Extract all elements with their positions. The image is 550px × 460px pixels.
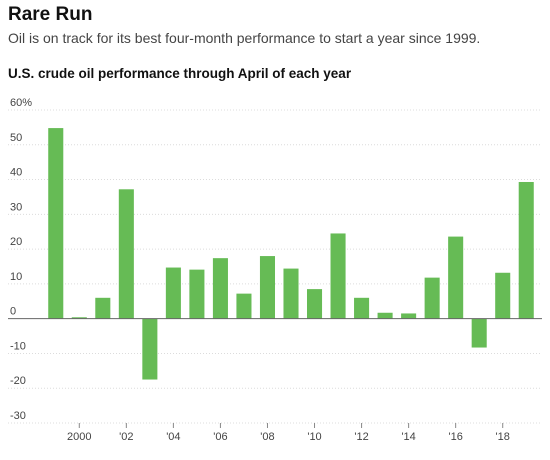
x-tick-label: '08 [260, 431, 274, 443]
chart-subtitle: Oil is on track for its best four-month … [8, 30, 481, 46]
y-axis-ticks: 60% 50 40 30 20 10 0 -10 -20 -30 [10, 97, 32, 422]
x-tick-label: 2000 [67, 431, 91, 443]
bar-2019 [518, 181, 534, 319]
bar-2006 [212, 258, 228, 319]
x-tick-label: '06 [213, 431, 227, 443]
bar-1999 [48, 128, 64, 319]
x-tick-label: '18 [496, 431, 510, 443]
y-tick-label: 0 [10, 306, 16, 318]
bar-2005 [189, 269, 205, 319]
bar-2015 [424, 277, 440, 319]
y-tick-label: 10 [10, 271, 22, 283]
bar-2009 [283, 268, 299, 319]
bar-2018 [495, 272, 511, 319]
y-tick-label: -20 [10, 375, 26, 387]
bar-2007 [236, 293, 252, 319]
bar-2016 [448, 236, 464, 319]
x-axis-ticks: 2000 '02 '04 '06 '08 '10 '12 '14 '16 '18 [67, 423, 510, 443]
x-tick-label: '10 [307, 431, 321, 443]
y-tick-label: 60% [10, 97, 32, 109]
bar-2003 [142, 318, 158, 380]
x-tick-label: '14 [401, 431, 415, 443]
bar-2002 [118, 189, 134, 319]
x-tick-label: '04 [166, 431, 180, 443]
chart-heading: U.S. crude oil performance through April… [8, 66, 352, 81]
bar-2008 [259, 256, 276, 319]
x-tick-label: '12 [354, 431, 368, 443]
x-tick-label: '16 [448, 431, 462, 443]
bar-2012 [354, 297, 370, 319]
bar-2017 [471, 318, 487, 348]
bar-2001 [95, 297, 111, 319]
y-tick-label: -10 [10, 340, 26, 352]
y-tick-label: 20 [10, 236, 22, 248]
y-tick-label: 30 [10, 201, 22, 213]
bars [48, 128, 534, 380]
y-tick-label: -30 [10, 410, 26, 422]
bar-2004 [165, 267, 181, 319]
bar-2014 [401, 313, 417, 319]
y-tick-label: 50 [10, 132, 22, 144]
bar-2010 [306, 289, 323, 319]
bar-2000 [71, 317, 87, 319]
x-tick-label: '02 [119, 431, 133, 443]
y-tick-label: 40 [10, 167, 22, 179]
chart-title: Rare Run [8, 4, 93, 25]
bar-2011 [330, 233, 346, 319]
bar-2013 [377, 312, 393, 319]
